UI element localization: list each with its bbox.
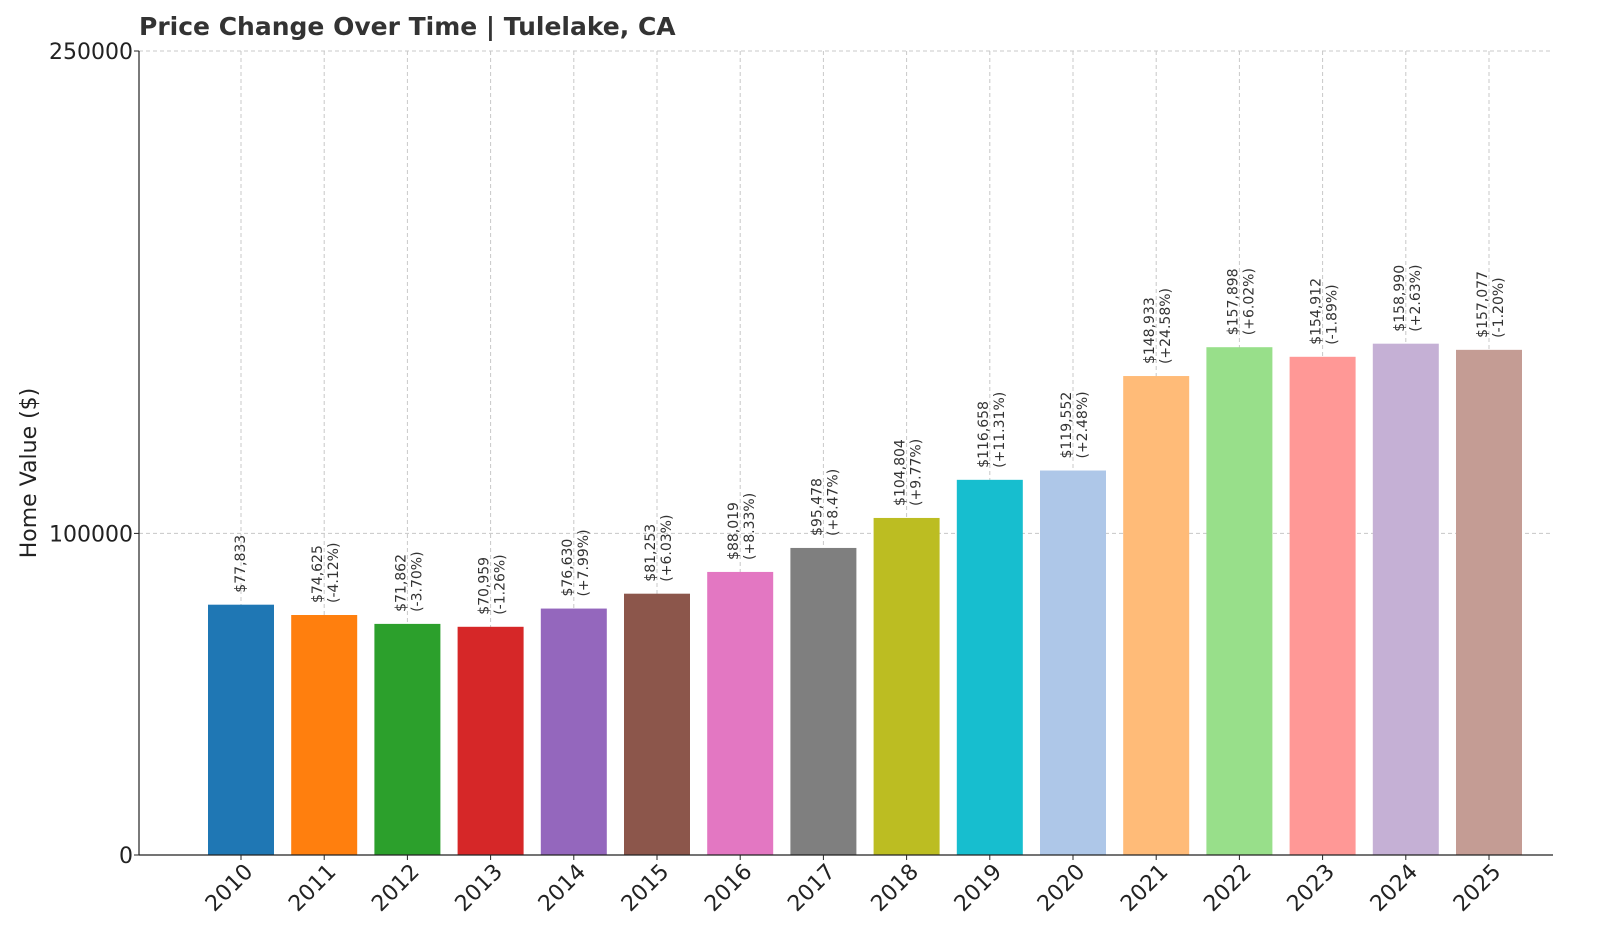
x-tick-label: 2011 [284,860,341,917]
change-label: (+8.33%) [742,493,758,560]
change-label: (-3.70%) [409,551,425,611]
change-label: (+2.63%) [1408,265,1424,332]
change-label: (-1.26%) [493,554,509,614]
change-label: (+6.03%) [659,515,675,582]
change-label: (-1.20%) [1491,277,1507,337]
bar [1456,349,1522,855]
change-label: (+24.58%) [1158,288,1174,364]
value-label: $77,833 [233,535,249,593]
y-tick-label: 0 [119,844,133,869]
value-label: $81,253 [643,524,659,582]
bar [1123,376,1190,855]
value-label: $71,862 [393,554,409,612]
change-label: (+7.99%) [576,529,592,596]
value-label: $154,912 [1309,278,1325,345]
bar [457,626,524,855]
x-tick-label: 2022 [1199,860,1256,917]
x-tick-label: 2016 [700,860,757,917]
x-tick-label: 2012 [367,860,424,917]
value-label: $70,959 [477,557,493,615]
bar [291,615,358,855]
change-label: (+6.02%) [1241,268,1257,335]
value-label: $95,478 [809,478,825,536]
value-label: $119,552 [1059,392,1075,459]
value-label: $74,625 [310,545,326,603]
value-label: $157,077 [1475,271,1491,338]
bar [540,608,607,855]
x-tick-label: 2024 [1366,860,1423,917]
bar [956,479,1023,855]
value-label: $88,019 [726,502,742,560]
x-tick-label: 2021 [1116,860,1173,917]
x-tick-label: 2020 [1033,860,1090,917]
value-label: $148,933 [1142,297,1158,364]
bar [707,571,774,855]
y-axis-label: Home Value ($) [17,388,42,559]
chart-title: Price Change Over Time | Tulelake, CA [139,12,676,41]
bar [1289,356,1356,855]
bar [374,623,441,855]
change-label: (-1.89%) [1325,284,1341,344]
value-label: $76,630 [560,539,576,597]
bar [790,547,857,855]
change-label: (+8.47%) [825,469,841,536]
bar [1206,347,1273,855]
change-label: (+9.77%) [909,439,925,506]
change-label: (+2.48%) [1075,391,1091,458]
bar [624,593,690,855]
bar-layer [208,343,1522,855]
y-tick-label: 100000 [49,522,133,547]
x-tick-label: 2013 [451,860,508,917]
label-layer: $77,833 $74,625 (-4.12%) $71,862 (-3.70%) $70… [233,265,1507,615]
value-label: $116,658 [976,401,992,468]
change-label: (-4.12%) [326,543,342,603]
x-tick-label: 2025 [1449,860,1506,917]
bar [1040,470,1106,855]
bar [873,517,940,855]
value-label: $104,804 [893,439,909,506]
value-label: $157,898 [1225,268,1241,335]
x-tick-label: 2014 [534,860,591,917]
x-tick-label: 2023 [1283,860,1340,917]
change-label: (+11.31%) [992,392,1008,468]
y-tick-label: 250000 [49,40,133,65]
x-tick-label: 2017 [783,860,840,917]
bar [208,604,274,855]
x-tick-label: 2019 [950,860,1007,917]
x-tick-label: 2015 [617,860,674,917]
value-label: $158,990 [1392,265,1408,332]
x-tick-label: 2010 [201,860,258,917]
x-tick-label: 2018 [867,860,924,917]
bar [1372,343,1439,855]
